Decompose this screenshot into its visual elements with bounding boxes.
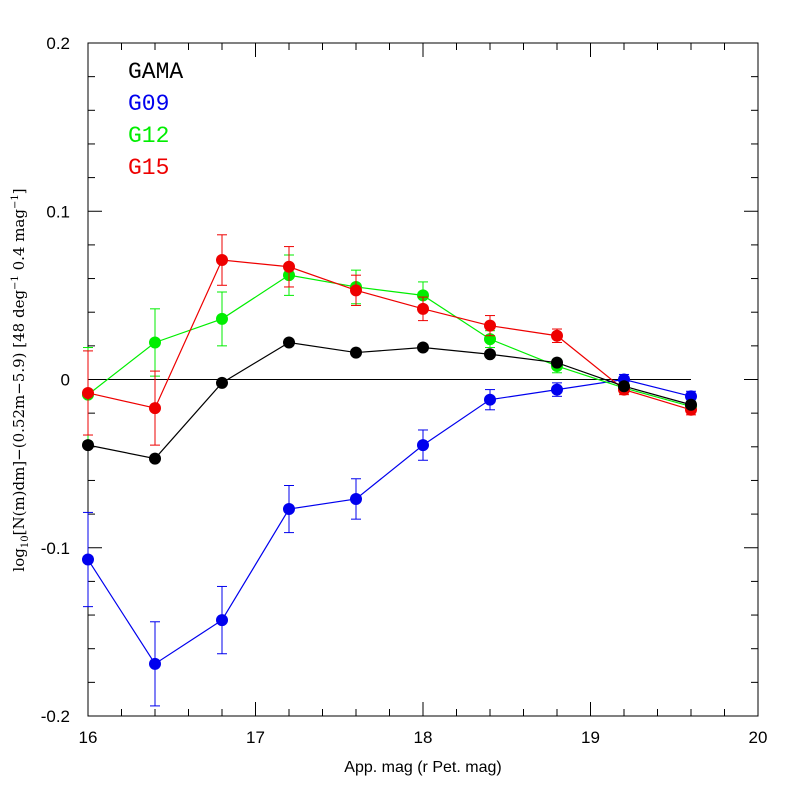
- series-g15-line: [87, 259, 692, 411]
- y-tick-label: 0.1: [46, 202, 70, 221]
- legend-entry-g15: G15: [128, 155, 169, 181]
- series-gama-point: [685, 398, 697, 411]
- series-g15-point: [350, 284, 362, 297]
- y-tick-label: -0.1: [41, 539, 70, 558]
- series-g12-point: [417, 289, 429, 302]
- series-gama-point: [216, 376, 228, 389]
- series-g09: [82, 373, 697, 707]
- series-g12-point: [149, 336, 161, 349]
- series-g15-point: [484, 319, 496, 332]
- series-g15-point: [216, 254, 228, 267]
- legend-entry-g12: G12: [128, 123, 169, 149]
- axis-ticks: 16 17 18 19 20 -0.2 -0.1 0 0.1 0.2: [41, 34, 768, 747]
- series-g12: [82, 254, 697, 443]
- series-gama-point: [82, 439, 94, 452]
- series-g15-point: [149, 402, 161, 415]
- series-gama-line: [87, 341, 692, 460]
- series-g09-point: [82, 553, 94, 566]
- series-gama-point: [149, 452, 161, 465]
- series-g09-point: [149, 657, 161, 670]
- y-tick-label: 0: [61, 371, 70, 390]
- series-g09-point: [685, 390, 697, 403]
- series-g09-point: [417, 439, 429, 452]
- series-g15-point: [283, 260, 295, 273]
- y-tick-label: 0.2: [46, 34, 70, 53]
- y-axis-label-part: −1: [10, 275, 21, 290]
- series-g15-point: [551, 329, 563, 342]
- series-gama-point: [484, 348, 496, 361]
- series-g09-line: [87, 378, 692, 665]
- series-g09-point: [484, 393, 496, 406]
- y-tick-label: -0.2: [41, 707, 70, 726]
- series-g15-point: [82, 386, 94, 399]
- series-gama-point: [618, 380, 630, 393]
- series-gama-point: [417, 341, 429, 354]
- series-gama-point: [350, 346, 362, 359]
- y-axis-label-part: 0.4 mag: [10, 209, 28, 276]
- series-g09-point: [283, 503, 295, 516]
- y-axis-label-part: [N(m)dm]−(0.52m−5.9) [48 deg: [10, 290, 28, 536]
- x-tick-label: 18: [414, 728, 433, 747]
- legend: GAMA G09 G12 G15: [128, 59, 183, 181]
- series-gama-point: [283, 336, 295, 349]
- series-g12-point: [216, 312, 228, 325]
- series-g12-line: [87, 274, 692, 407]
- series-gama-point: [551, 356, 563, 369]
- series-gama: [82, 336, 697, 465]
- y-axis-label-part: 10: [20, 535, 31, 548]
- series-g09-point: [350, 492, 362, 505]
- y-axis-label-part: log: [10, 548, 28, 572]
- x-tick-label: 19: [581, 728, 600, 747]
- series-g09-point: [551, 383, 563, 396]
- x-axis-label: App. mag (r Pet. mag): [344, 759, 501, 776]
- y-axis-label: log10[N(m)dm]−(0.52m−5.9) [48 deg−1 0.4 …: [10, 188, 31, 571]
- x-tick-label: 17: [246, 728, 265, 747]
- y-axis-label-part: −1: [10, 194, 21, 209]
- series-g09-point: [216, 614, 228, 627]
- legend-entry-g09: G09: [128, 91, 169, 117]
- x-tick-label: 20: [749, 728, 768, 747]
- legend-entry-gama: GAMA: [128, 59, 183, 85]
- x-tick-label: 16: [79, 728, 98, 747]
- y-axis-label-part: ]: [10, 188, 28, 194]
- series-g15-point: [417, 302, 429, 315]
- series-layer: [82, 234, 697, 707]
- series-g15: [82, 234, 697, 446]
